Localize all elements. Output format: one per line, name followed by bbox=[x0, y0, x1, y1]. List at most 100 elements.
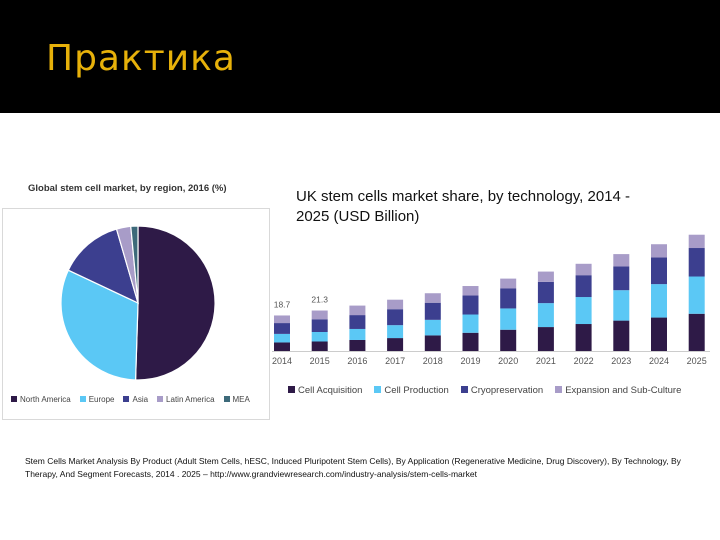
x-tick-label-2016: 2016 bbox=[347, 356, 367, 366]
bar-segment-cell-production-2017 bbox=[387, 325, 404, 339]
bar-segment-cryopreservation-2020 bbox=[500, 288, 517, 309]
bar-legend-item-expansion-and-sub-culture: Expansion and Sub-Culture bbox=[555, 385, 681, 396]
bar-chart: 2014 18.7 2015 21.3 2016 2017 2018 2019 2020 2021… bbox=[272, 234, 710, 366]
pie-legend-item-asia: Asia bbox=[123, 395, 148, 404]
legend-swatch bbox=[223, 396, 230, 402]
x-tick-label-2023: 2023 bbox=[611, 356, 631, 366]
bar-segment-cell-acquisition-2018 bbox=[424, 335, 441, 351]
legend-swatch bbox=[288, 386, 295, 393]
bar-segment-cryopreservation-2018 bbox=[424, 302, 441, 320]
bar-segment-cell-production-2025 bbox=[688, 276, 705, 314]
x-tick-label-2015: 2015 bbox=[310, 356, 330, 366]
legend-swatch bbox=[11, 396, 17, 402]
pie-legend-item-latin-america: Latin America bbox=[157, 395, 215, 404]
bar-segment-cryopreservation-2023 bbox=[613, 266, 630, 291]
bar-segment-expansion-and-sub-culture-2016 bbox=[349, 305, 366, 316]
legend-label: Cryopreservation bbox=[470, 385, 544, 396]
pie-legend-item-europe: Europe bbox=[79, 395, 115, 404]
bar-segment-cell-acquisition-2017 bbox=[387, 338, 404, 351]
x-tick-label-2014: 2014 bbox=[272, 356, 292, 366]
bar-legend-item-cell-acquisition: Cell Acquisition bbox=[288, 385, 362, 396]
x-tick-label-2018: 2018 bbox=[423, 356, 443, 366]
bar-segment-cryopreservation-2016 bbox=[349, 315, 366, 329]
bar-segment-expansion-and-sub-culture-2024 bbox=[651, 244, 667, 258]
bar-legend: Cell Acquisition Cell Production Cryoprese… bbox=[288, 385, 693, 396]
legend-swatch bbox=[79, 396, 86, 402]
pie-slice-europe bbox=[60, 269, 139, 381]
legend-label: Asia bbox=[132, 395, 149, 404]
bar-segment-cell-production-2020 bbox=[500, 308, 517, 330]
source-citation: Stem Cells Market Analysis By Product (A… bbox=[25, 456, 681, 479]
bar-segment-cell-production-2014 bbox=[274, 333, 290, 343]
data-label-2015: 21.3 bbox=[311, 295, 328, 305]
legend-swatch bbox=[123, 396, 130, 402]
x-tick-label-2019: 2019 bbox=[460, 356, 480, 366]
data-label-2014: 18.7 bbox=[274, 299, 291, 309]
bar-segment-cell-production-2016 bbox=[349, 328, 366, 340]
bar-segment-expansion-and-sub-culture-2019 bbox=[462, 286, 479, 296]
pie-slice-north-america bbox=[134, 225, 216, 381]
legend-label: MEA bbox=[232, 395, 250, 404]
legend-label: Expansion and Sub-Culture bbox=[565, 385, 682, 396]
bar-segment-cell-production-2021 bbox=[537, 303, 554, 328]
pie-slice-mea bbox=[130, 225, 139, 304]
bar-segment-cell-acquisition-2016 bbox=[349, 339, 366, 351]
x-tick-label-2022: 2022 bbox=[574, 356, 594, 366]
x-tick-label-2017: 2017 bbox=[385, 356, 405, 366]
bar-chart-title: UK stem cells market share, by technolog… bbox=[296, 188, 631, 225]
bar-segment-cell-acquisition-2019 bbox=[462, 332, 479, 351]
x-tick-label-2025: 2025 bbox=[687, 356, 707, 366]
bar-segment-cell-acquisition-2025 bbox=[688, 313, 705, 351]
bar-segment-expansion-and-sub-culture-2023 bbox=[613, 254, 630, 267]
bar-segment-expansion-and-sub-culture-2018 bbox=[424, 293, 441, 303]
legend-label: Cell Production bbox=[384, 385, 449, 396]
x-tick-label-2020: 2020 bbox=[498, 356, 518, 366]
bar-segment-cryopreservation-2015 bbox=[311, 319, 328, 332]
bar-segment-cell-acquisition-2024 bbox=[651, 317, 667, 351]
bar-segment-cell-acquisition-2014 bbox=[274, 342, 290, 351]
legend-label: Cell Acquisition bbox=[298, 385, 363, 396]
bar-legend-item-cryopreservation: Cryopreservation bbox=[460, 385, 544, 396]
x-tick-label-2021: 2021 bbox=[536, 356, 556, 366]
bar-segment-cell-acquisition-2021 bbox=[537, 327, 554, 351]
bar-segment-expansion-and-sub-culture-2021 bbox=[537, 271, 554, 282]
bar-segment-cell-acquisition-2022 bbox=[575, 324, 592, 351]
legend-swatch bbox=[157, 396, 164, 402]
bar-segment-cryopreservation-2021 bbox=[537, 281, 554, 304]
bar-segment-cell-production-2015 bbox=[311, 332, 328, 342]
bar-segment-cryopreservation-2017 bbox=[387, 309, 404, 326]
bar-segment-cell-production-2019 bbox=[462, 314, 479, 333]
slide-header: Практика bbox=[0, 0, 720, 113]
legend-swatch bbox=[555, 386, 563, 393]
pie-legend-item-mea: MEA bbox=[223, 395, 250, 404]
bar-segment-expansion-and-sub-culture-2020 bbox=[500, 278, 517, 289]
pie-legend-item-north-america: North America bbox=[11, 395, 71, 404]
bar-segment-expansion-and-sub-culture-2025 bbox=[688, 234, 705, 249]
bar-segment-cell-acquisition-2015 bbox=[311, 341, 328, 351]
pie-chart-panel: North America Europe Asia Latin America MEA bbox=[2, 208, 270, 420]
pie-chart bbox=[60, 225, 216, 381]
legend-label: North America bbox=[20, 395, 71, 404]
x-tick-label-2024: 2024 bbox=[649, 356, 669, 366]
bar-segment-expansion-and-sub-culture-2022 bbox=[575, 263, 592, 276]
pie-chart-title: Global stem cell market, by region, 2016… bbox=[28, 183, 227, 194]
bar-segment-cell-production-2024 bbox=[651, 284, 667, 318]
bar-segment-cell-production-2022 bbox=[575, 297, 592, 325]
bar-legend-item-cell-production: Cell Production bbox=[374, 385, 449, 396]
legend-swatch bbox=[460, 386, 468, 393]
bar-segment-cryopreservation-2022 bbox=[575, 275, 592, 298]
legend-swatch bbox=[374, 386, 382, 393]
bar-segment-cryopreservation-2014 bbox=[274, 323, 290, 334]
bar-segment-cell-acquisition-2023 bbox=[613, 320, 630, 351]
pie-slice-asia bbox=[67, 228, 139, 305]
legend-label: Latin America bbox=[166, 395, 215, 404]
bar-segment-cell-production-2018 bbox=[424, 319, 441, 336]
bar-segment-cell-production-2023 bbox=[613, 290, 630, 321]
pie-legend: North America Europe Asia Latin America MEA bbox=[11, 395, 259, 404]
bar-segment-cryopreservation-2024 bbox=[651, 257, 667, 285]
bar-segment-expansion-and-sub-culture-2015 bbox=[311, 310, 328, 320]
bar-segment-cryopreservation-2019 bbox=[462, 295, 479, 315]
legend-label: Europe bbox=[88, 395, 115, 404]
bar-segment-cryopreservation-2025 bbox=[688, 248, 705, 277]
bar-segment-expansion-and-sub-culture-2017 bbox=[387, 299, 404, 310]
